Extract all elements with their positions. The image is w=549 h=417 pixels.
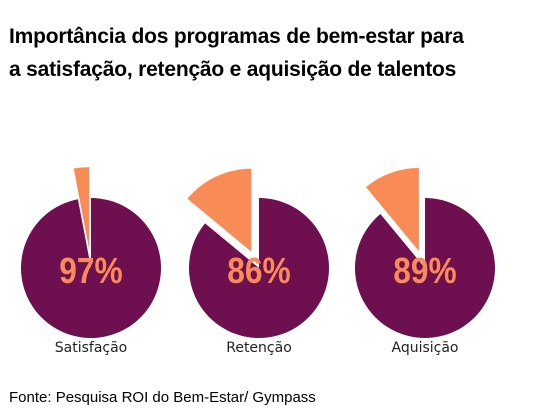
pie-2: 86% Retenção bbox=[187, 168, 329, 356]
pie-slice-main-2 bbox=[188, 198, 329, 338]
pie-category-label-2: Retenção bbox=[226, 340, 292, 356]
chart-title-line-2: a satisfação, retenção e aquisição de ta… bbox=[9, 58, 457, 81]
pie-value-label-3: 89% bbox=[393, 251, 456, 291]
pie-category-label-1: Satisfação bbox=[55, 340, 128, 356]
pie-1: 97% Satisfação bbox=[20, 167, 161, 356]
pie-slice-main-3 bbox=[354, 198, 495, 338]
pie-category-label-3: Aquisição bbox=[391, 340, 458, 356]
pie-slice-remainder-1 bbox=[73, 167, 90, 251]
pie-slice-remainder-3 bbox=[366, 168, 419, 252]
chart-title-line-1: Importância dos programas de bem-estar p… bbox=[9, 25, 464, 48]
chart-title: Importância dos programas de bem-estar p… bbox=[9, 20, 545, 86]
pie-3: 89% Aquisição bbox=[354, 168, 495, 356]
pie-slice-remainder-2 bbox=[187, 168, 252, 252]
pie-value-label-1: 97% bbox=[59, 251, 122, 291]
pie-value-label-2: 86% bbox=[227, 251, 290, 291]
source-note: Fonte: Pesquisa ROI do Bem-Estar/ Gympas… bbox=[9, 389, 316, 406]
pie-slice-main-1 bbox=[20, 198, 161, 338]
